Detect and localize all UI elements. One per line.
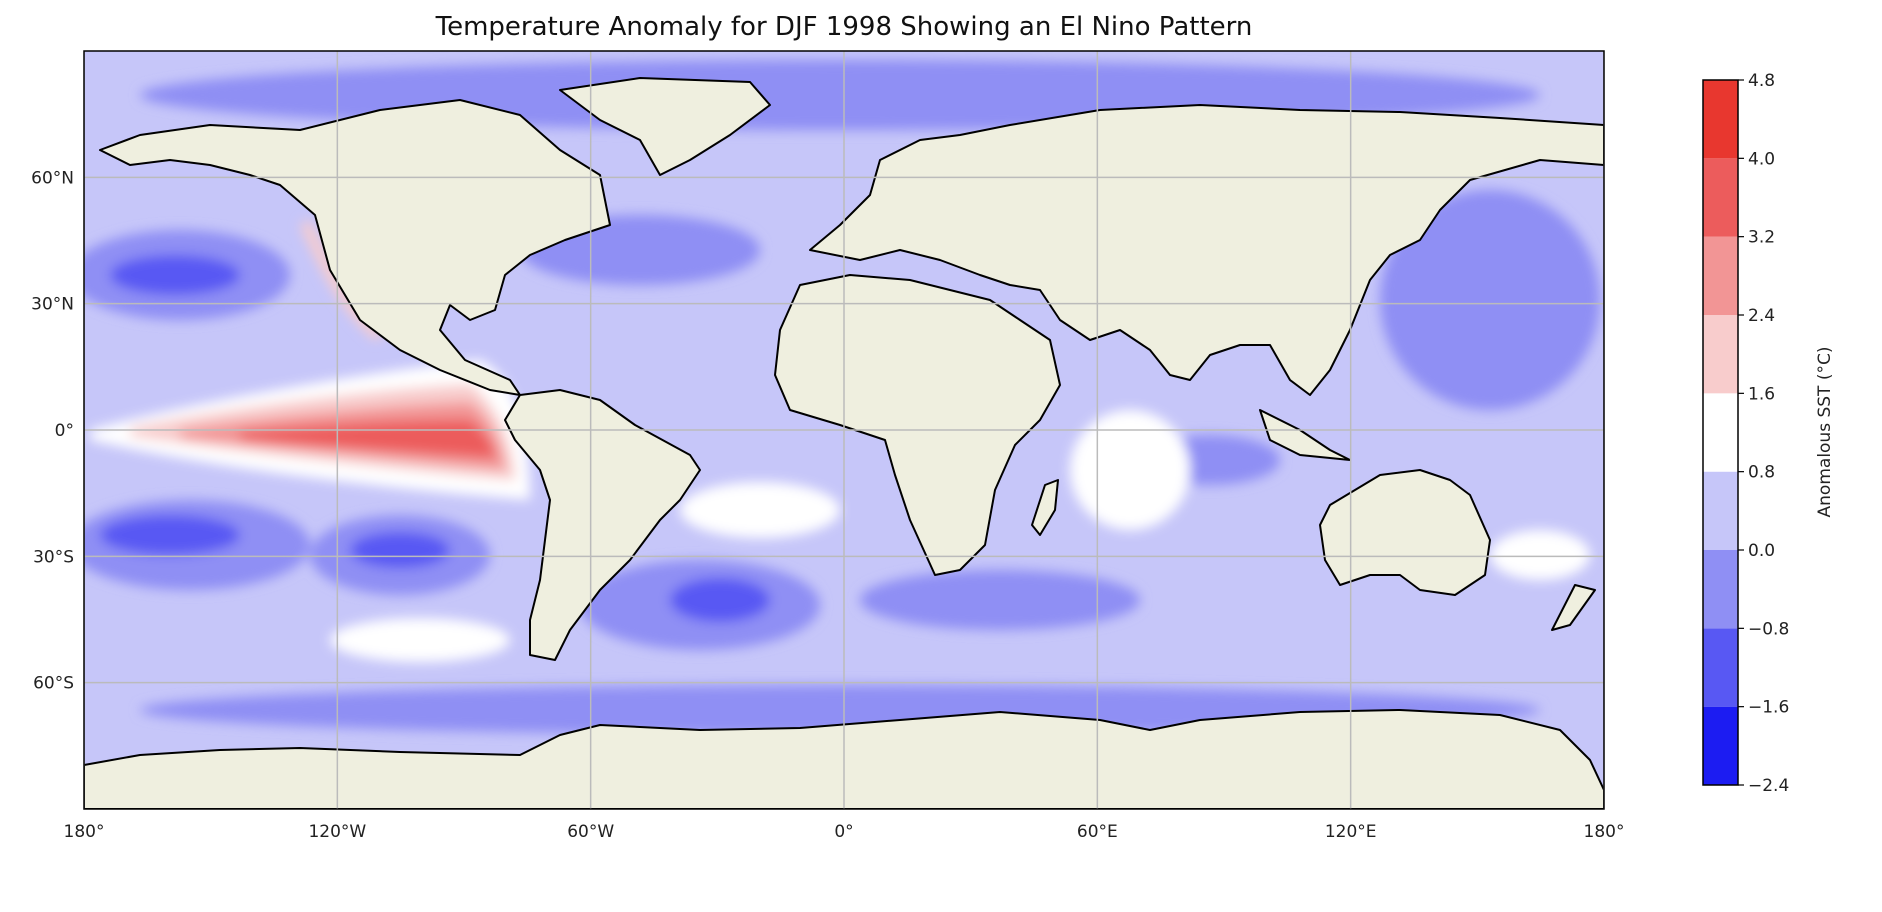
neutral-anomaly-south-atlantic (680, 482, 840, 538)
map-panel (84, 51, 1604, 809)
colorbar-tick-label: 0.0 (1748, 541, 1775, 561)
colorbar-frame (1702, 79, 1739, 786)
strong-cold-anomaly-south-pacific-west (100, 515, 240, 555)
colorbar-tick-label: 1.6 (1748, 384, 1775, 404)
colorbar-label: Anomalous SST (°C) (1815, 347, 1835, 518)
neutral-anomaly-south-pacific (330, 618, 510, 662)
latitude-tick-label: 60°N (31, 168, 74, 188)
longitude-tick-labels: 180° 120°W 60°W 0° 60°E 120°E 180° (64, 822, 1625, 842)
land-new-zealand (1551, 584, 1596, 631)
colorbar-segment (1703, 158, 1738, 237)
latitude-tick-label: 30°S (33, 547, 74, 567)
colorbar-tick-label: 4.0 (1748, 149, 1775, 169)
cold-anomaly-west-pacific (1380, 190, 1600, 410)
longitude-tick-label: 120°E (1325, 822, 1377, 842)
land-south-america (504, 389, 701, 661)
colorbar-segment (1703, 236, 1738, 315)
map-frame (83, 50, 1605, 810)
colorbar-segment (1703, 315, 1738, 394)
longitude-tick-label: 60°W (567, 822, 614, 842)
colorbar-tick-label: −2.4 (1748, 776, 1789, 796)
colorbar-segment (1703, 393, 1738, 472)
sst-anomaly-field (84, 60, 1600, 735)
latitude-tick-label: 30°N (31, 295, 74, 315)
strong-cold-anomaly-south-atlantic (670, 578, 770, 622)
colorbar-segment (1703, 471, 1738, 550)
land-australia (1319, 469, 1491, 596)
longitude-tick-label: 180° (64, 822, 105, 842)
colorbar-segment (1703, 550, 1738, 629)
warm-anomaly-baja-coast (300, 220, 385, 340)
map-title: Temperature Anomaly for DJF 1998 Showing… (435, 12, 1253, 42)
strong-cold-anomaly-north-pacific (110, 255, 240, 295)
colorbar-segment (1703, 628, 1738, 707)
land-africa (774, 274, 1061, 576)
longitude-tick-label: 120°W (308, 822, 366, 842)
longitude-tick-label: 60°E (1077, 822, 1118, 842)
longitude-tick-label: 0° (834, 822, 853, 842)
colorbar-segment (1703, 80, 1738, 159)
strong-cold-anomaly-south-pacific-central (350, 532, 450, 568)
neutral-anomaly-east-australia (1490, 530, 1590, 580)
cold-anomaly-southern-ocean (860, 570, 1140, 630)
longitude-tick-label: 180° (1584, 822, 1625, 842)
latitude-tick-label: 60°S (33, 674, 74, 694)
land-greenland (559, 77, 771, 176)
gridlines (84, 51, 1604, 809)
colorbar-tick-label: 3.2 (1748, 228, 1775, 248)
land-madagascar (1031, 479, 1059, 536)
colorbar: −2.4 −1.6 −0.8 0.0 0.8 1.6 2.4 3.2 4.0 4.8 (1702, 71, 1789, 796)
colorbar-tick-label: 0.8 (1748, 463, 1775, 483)
colorbar-tick-label: −0.8 (1748, 619, 1789, 639)
latitude-tick-label: 0° (55, 421, 74, 441)
neutral-anomaly-indian-ocean (1070, 410, 1190, 530)
latitude-tick-labels: 60°N 30°N 0° 30°S 60°S (31, 168, 74, 693)
colorbar-segment (1703, 706, 1738, 785)
colorbar-tick-label: 4.8 (1748, 71, 1775, 91)
colorbar-tick-label: 2.4 (1748, 306, 1775, 326)
colorbar-tick-label: −1.6 (1748, 698, 1789, 718)
